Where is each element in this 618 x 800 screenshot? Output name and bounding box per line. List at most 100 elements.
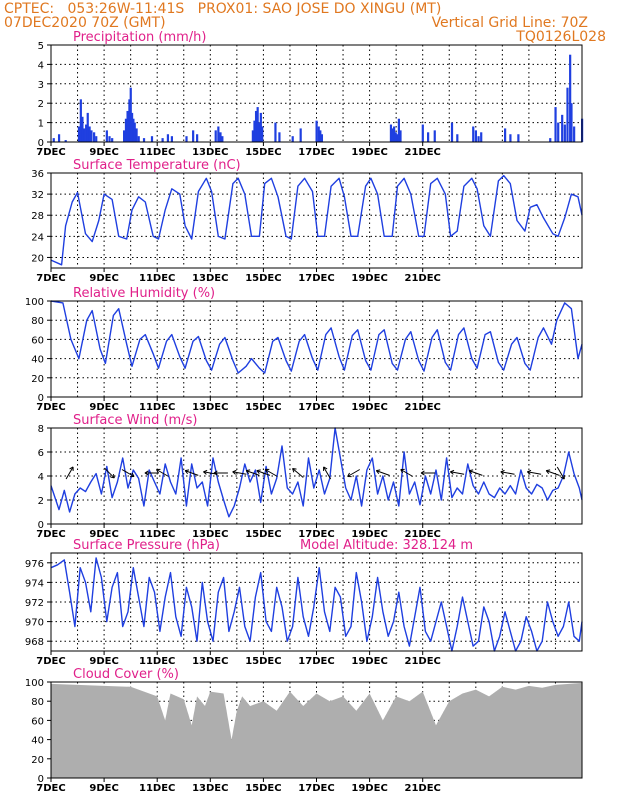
precip-bar [427, 132, 430, 142]
precip-bar [170, 136, 174, 142]
precip-bar [142, 138, 146, 142]
wind-arrow-head [156, 468, 161, 474]
precip-bar [132, 118, 135, 142]
panel-0 [47, 44, 584, 146]
wind-arrow-head [110, 473, 115, 479]
x-tick-label: 17DEC [298, 783, 334, 794]
precip-bar [566, 87, 569, 142]
wind-arrow [184, 470, 199, 476]
wind-arrow [400, 469, 414, 477]
header-model-id: TQ0126L028 [516, 29, 606, 45]
x-tick-label: 19DEC [351, 273, 387, 284]
x-tick-label: 21DEC [405, 783, 441, 794]
wind-arrow-head [144, 470, 149, 476]
y-tick-label: 0 [38, 520, 44, 531]
panel-title: Surface Temperature (nC) [73, 158, 241, 173]
x-tick-label: 21DEC [405, 273, 441, 284]
y-tick-label: 80 [31, 316, 44, 327]
precip-bar [291, 136, 294, 142]
x-tick-label: 19DEC [351, 402, 387, 413]
precip-bar [299, 128, 302, 142]
precip-bar [450, 122, 454, 142]
wind-arrow-head [245, 469, 251, 475]
precip-bar [549, 138, 552, 142]
x-tick-label: 13DEC [192, 529, 228, 540]
x-tick-label: 7DEC [36, 402, 65, 413]
precip-bar [320, 134, 324, 142]
y-tick-label: 0 [38, 138, 44, 149]
precip-bar [217, 126, 220, 142]
series-line [50, 174, 583, 266]
wind-arrow [450, 471, 465, 475]
x-tick-label: 13DEC [192, 783, 228, 794]
x-tick-label: 13DEC [192, 402, 228, 413]
x-tick-label: 7DEC [36, 783, 65, 794]
precip-bar [137, 136, 140, 142]
precip-bar [421, 124, 424, 142]
header-grid-line-note: Vertical Grid Line: 70Z [431, 15, 588, 31]
panel-title: Surface Pressure (hPa) [73, 538, 220, 553]
y-tick-label: 36 [31, 169, 44, 180]
precip-bar [133, 122, 136, 142]
y-tick-label: 968 [25, 637, 44, 648]
wind-arrow [104, 467, 115, 479]
wind-arrow-head [375, 469, 381, 475]
y-tick-label: 0 [38, 774, 44, 785]
precip-bar [472, 126, 475, 142]
precip-bar [150, 136, 154, 142]
y-tick-label: 974 [25, 578, 44, 589]
y-tick-label: 32 [31, 190, 44, 201]
x-tick-label: 15DEC [245, 147, 281, 158]
precip-bar [391, 128, 394, 142]
x-tick-label: 19DEC [351, 529, 387, 540]
precip-bar [557, 122, 560, 142]
precip-bar [456, 134, 459, 142]
precip-bar [90, 130, 93, 142]
panel-3 [47, 427, 583, 528]
series-line [50, 557, 583, 652]
precip-bar [254, 110, 258, 142]
y-tick-label: 0 [38, 393, 44, 404]
y-tick-label: 6 [38, 448, 44, 459]
x-tick-label: 11DEC [139, 656, 175, 667]
x-tick-label: 19DEC [351, 783, 387, 794]
y-tick-label: 28 [31, 211, 44, 222]
precip-bar [135, 128, 138, 142]
precip-bar [64, 140, 67, 142]
x-tick-label: 21DEC [405, 147, 441, 158]
panel-annotation: Model Altitude: 328.124 m [300, 538, 473, 553]
x-tick-label: 17DEC [298, 273, 334, 284]
precip-bar [185, 136, 188, 142]
precip-bar [105, 130, 108, 142]
precip-bar [399, 130, 402, 142]
x-tick-label: 15DEC [245, 402, 281, 413]
y-tick-label: 20 [31, 755, 44, 766]
precip-bar [261, 126, 264, 142]
precip-bar [214, 130, 217, 142]
y-tick-label: 976 [25, 559, 44, 570]
wind-arrow-head [213, 470, 218, 476]
x-tick-label: 15DEC [245, 656, 281, 667]
wind-arrow [256, 470, 271, 476]
wind-arrow [500, 471, 515, 475]
precip-bar [123, 130, 126, 142]
precip-bar [509, 134, 512, 142]
y-tick-label: 5 [38, 41, 44, 52]
precip-bar [221, 136, 224, 142]
precip-bar [561, 114, 564, 142]
x-tick-label: 19DEC [351, 147, 387, 158]
x-tick-label: 21DEC [405, 656, 441, 667]
x-tick-label: 11DEC [139, 147, 175, 158]
wind-arrow-head [500, 469, 505, 475]
precip-bar [88, 126, 91, 142]
x-tick-label: 21DEC [405, 402, 441, 413]
x-tick-label: 17DEC [298, 402, 334, 413]
precip-bar [86, 112, 89, 142]
wind-arrow-head [232, 469, 237, 475]
x-tick-label: 21DEC [405, 529, 441, 540]
precip-bar [81, 116, 84, 142]
precip-bar [569, 54, 572, 143]
precip-bar [161, 138, 164, 142]
x-tick-label: 7DEC [36, 529, 65, 540]
y-tick-label: 60 [31, 335, 44, 346]
